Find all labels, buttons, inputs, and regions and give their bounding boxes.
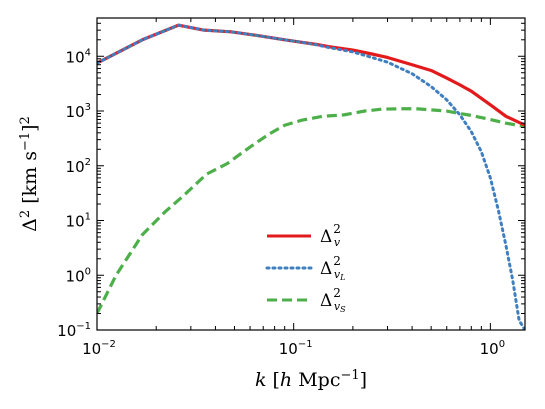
y-tick-label: 104 <box>66 47 91 66</box>
x-tick-label: 100 <box>480 339 505 358</box>
series-line-solenoidal <box>97 107 525 315</box>
x-axis-title: k [h Mpc−1] <box>255 368 367 391</box>
y-tick-label: 101 <box>66 212 91 231</box>
y-tick-label: 103 <box>66 102 91 121</box>
legend-label-solenoidal: Δ2 vS <box>320 286 346 314</box>
y-axis-title: Δ2 [km s−1]2 <box>18 116 41 232</box>
series-layer <box>97 23 525 330</box>
legend-label-longitudinal: Δ2 vL <box>320 254 345 282</box>
series-line-total <box>97 23 525 127</box>
y-tick-label: 102 <box>66 157 91 176</box>
plot-frame <box>96 17 526 331</box>
x-tick-label: 10−1 <box>279 339 313 358</box>
x-tick-label: 10−2 <box>82 339 116 358</box>
legend-label-total: Δ2 v <box>320 222 341 249</box>
y-tick-label: 100 <box>66 266 91 285</box>
series-line-longitudinal <box>97 23 525 330</box>
y-tick-label: 10−1 <box>57 321 91 340</box>
legend: Δ2 v Δ2 vL Δ2 vS <box>265 222 346 314</box>
